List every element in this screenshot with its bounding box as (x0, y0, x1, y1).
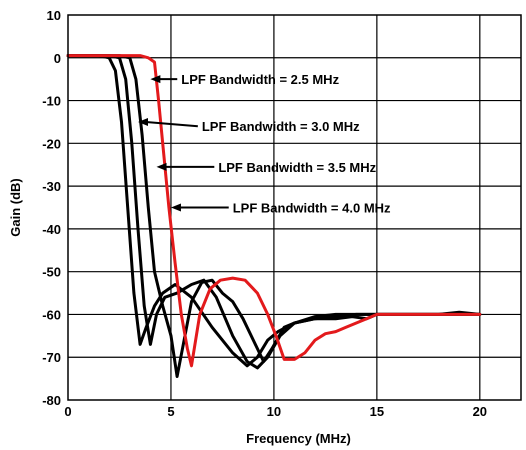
y-tick-label: -50 (42, 265, 61, 280)
x-tick-label: 20 (473, 404, 487, 419)
annotation-arrowhead (138, 117, 149, 126)
annotation-label: LPF Bandwidth = 2.5 MHz (181, 72, 339, 87)
y-tick-label: 0 (54, 51, 61, 66)
x-tick-label: 10 (267, 404, 281, 419)
y-axis-label: Gain (dB) (8, 178, 23, 237)
y-tick-label: -40 (42, 222, 61, 237)
annotation-arrow-line (145, 120, 198, 128)
plot-frame (67, 14, 522, 401)
annotations-group: LPF Bandwidth = 2.5 MHz LPF Bandwidth = 3… (138, 72, 391, 216)
annotation-label: LPF Bandwidth = 4.0 MHz (233, 201, 391, 216)
annotation-label: LPF Bandwidth = 3.0 MHz (202, 119, 360, 134)
x-tick-label: 5 (167, 404, 174, 419)
x-tick-label: 15 (370, 404, 384, 419)
y-tick-label: -10 (42, 94, 61, 109)
x-axis-label: Frequency (MHz) (246, 431, 351, 446)
annotation-arrowhead (150, 75, 161, 84)
y-tick-label: -70 (42, 350, 61, 365)
y-tick-label: -20 (42, 136, 61, 151)
annotation-arrowhead (170, 203, 181, 212)
x-tick-label: 0 (64, 404, 71, 419)
y-tick-label: -80 (42, 393, 61, 408)
series-group (66, 54, 482, 378)
y-tick-label: -30 (42, 179, 61, 194)
annotation-label: LPF Bandwidth = 3.5 MHz (218, 160, 376, 175)
tick-labels: 0 5 10 15 20 10 0 -10 -20 -30 -40 -50 -60 -70 -80 (42, 8, 487, 419)
y-tick-label: -60 (42, 307, 61, 322)
y-tick-label: 10 (47, 8, 61, 23)
annotation-arrowhead (156, 162, 167, 171)
